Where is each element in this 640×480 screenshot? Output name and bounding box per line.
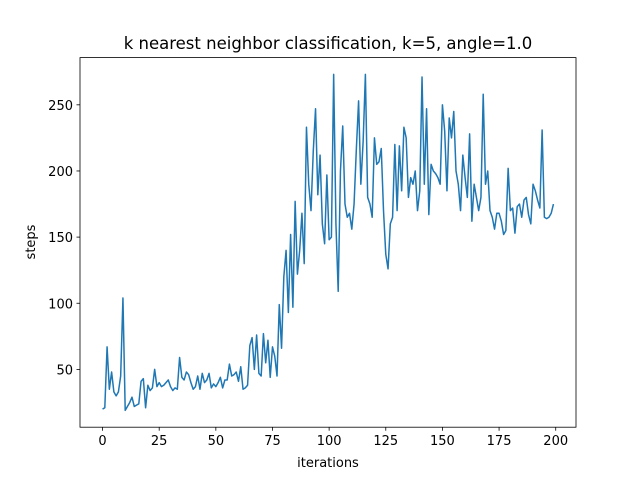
- y-tick-label: 100: [48, 297, 73, 312]
- data-line: [102, 73, 555, 412]
- y-tick-label: 50: [56, 363, 73, 378]
- x-axis-label: iterations: [297, 456, 359, 471]
- x-tick-label: 75: [264, 434, 281, 449]
- x-tick-label: 125: [373, 434, 398, 449]
- x-tick-label: 150: [430, 434, 455, 449]
- plot-frame: [79, 57, 577, 428]
- y-tick-label: 150: [48, 231, 73, 246]
- y-tick-label: 200: [48, 165, 73, 180]
- x-tick-label: 0: [98, 434, 106, 449]
- x-tick-label: 200: [543, 434, 568, 449]
- x-tick-label: 25: [151, 434, 168, 449]
- y-axis-label: steps: [24, 224, 39, 259]
- y-tick-label: 250: [48, 99, 73, 114]
- x-tick-label: 175: [487, 434, 512, 449]
- chart-title: k nearest neighbor classification, k=5, …: [124, 34, 533, 53]
- x-tick-label: 50: [208, 434, 225, 449]
- x-tick-label: 100: [317, 434, 342, 449]
